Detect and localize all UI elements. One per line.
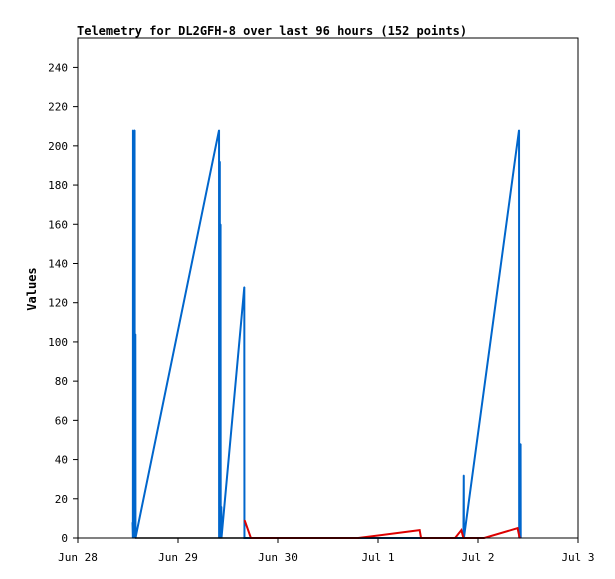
y-tick-label: 40 <box>55 454 68 467</box>
data-point <box>219 223 222 225</box>
axis-ticks: 0 20 40 60 80 100 120 140 160 180 200 220 240 Jun 28 J… <box>48 61 594 564</box>
y-tick-label: 240 <box>48 61 68 74</box>
y-tick-label: 160 <box>48 218 68 231</box>
x-tick-label: Jul 1 <box>361 551 394 564</box>
data-point <box>219 160 221 163</box>
y-tick-label: 140 <box>48 257 68 270</box>
y-tick-label: 120 <box>48 297 68 310</box>
data-point <box>132 129 134 131</box>
data-point <box>243 286 245 288</box>
y-tick-label: 220 <box>48 101 68 114</box>
x-tick-label: Jun 30 <box>258 551 298 564</box>
data-point <box>220 506 222 508</box>
chart-title: Telemetry for DL2GFH-8 over last 96 hour… <box>77 24 467 38</box>
data-point <box>419 529 421 531</box>
data-point <box>134 333 136 335</box>
data-point <box>516 527 519 529</box>
y-tick-label: 200 <box>48 140 68 153</box>
y-tick-label: 80 <box>55 375 68 388</box>
data-point <box>218 129 220 131</box>
data-point <box>519 443 522 445</box>
data-point <box>518 129 520 131</box>
data-point <box>463 474 465 476</box>
data-point <box>133 129 136 131</box>
data-point <box>132 253 135 255</box>
y-axis-label: Values <box>25 267 39 310</box>
y-tick-label: 20 <box>55 493 68 506</box>
y-tick-label: 180 <box>48 179 68 192</box>
plot-frame <box>77 37 579 539</box>
y-tick-label: 0 <box>61 532 68 545</box>
y-tick-label: 100 <box>48 336 68 349</box>
y-tick-label: 60 <box>55 414 68 427</box>
data-point <box>131 521 134 523</box>
x-tick-label: Jul 3 <box>561 551 594 564</box>
x-tick-label: Jun 29 <box>158 551 198 564</box>
x-tick-label: Jul 2 <box>461 551 494 564</box>
x-tick-label: Jun 28 <box>58 551 98 564</box>
data-point <box>244 519 246 521</box>
data-point <box>460 529 462 531</box>
